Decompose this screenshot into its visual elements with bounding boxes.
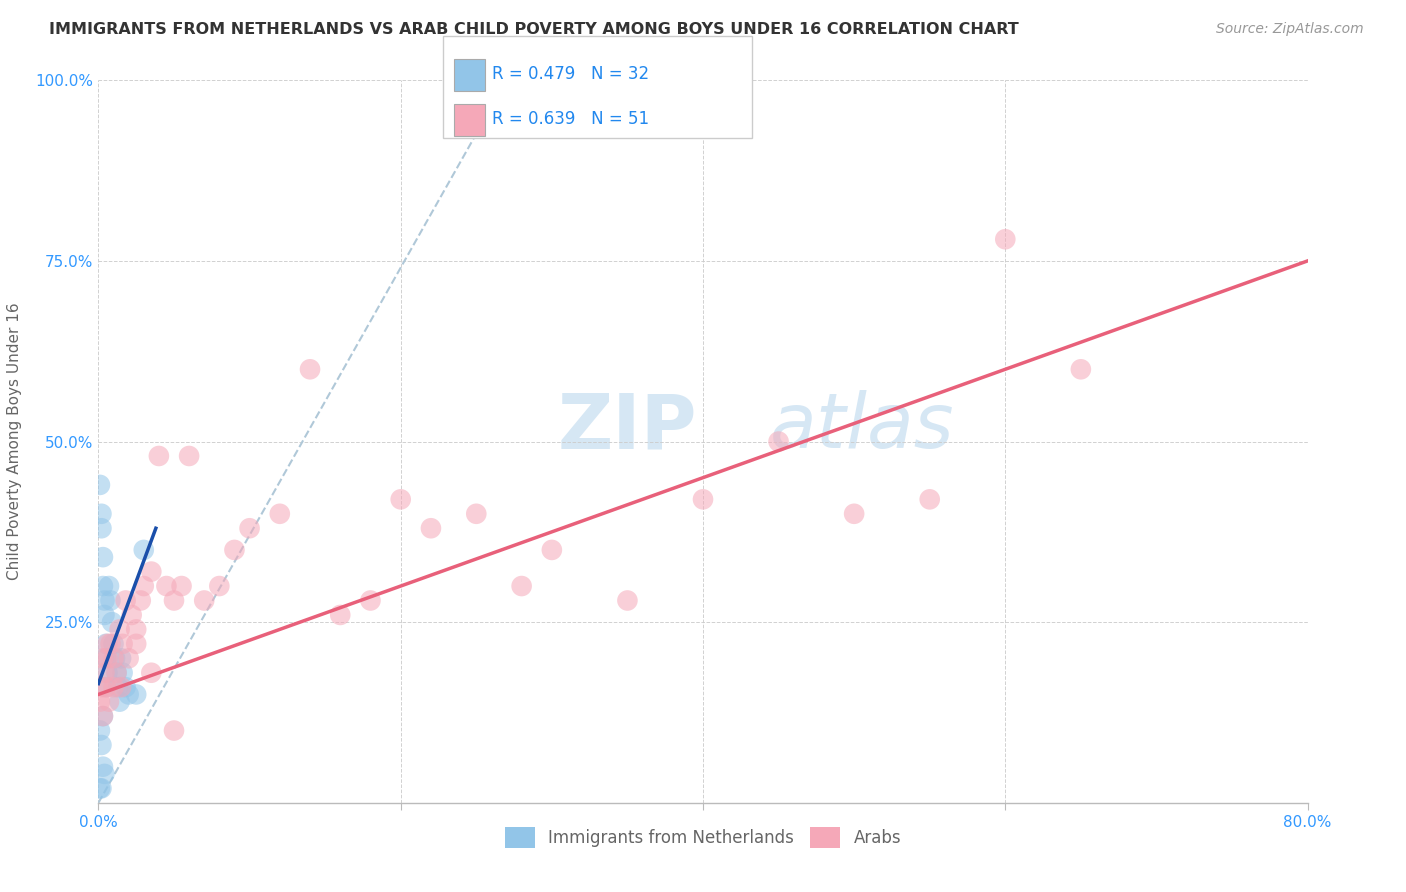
Point xyxy=(91,709,114,723)
Point xyxy=(90,680,112,694)
Point xyxy=(1070,362,1092,376)
Point xyxy=(844,507,866,521)
Point xyxy=(93,767,115,781)
Point xyxy=(114,680,136,694)
Point xyxy=(132,579,155,593)
Point xyxy=(163,723,186,738)
Point xyxy=(389,492,412,507)
Point xyxy=(94,680,117,694)
Point xyxy=(108,623,131,637)
Point xyxy=(111,637,134,651)
Legend: Immigrants from Netherlands, Arabs: Immigrants from Netherlands, Arabs xyxy=(496,819,910,856)
Point xyxy=(96,665,118,680)
Text: atlas: atlas xyxy=(769,390,955,464)
Point xyxy=(239,521,262,535)
Point xyxy=(360,593,382,607)
Point xyxy=(141,665,163,680)
Point xyxy=(269,507,291,521)
Point xyxy=(420,521,443,535)
Point xyxy=(100,593,122,607)
Text: ZIP: ZIP xyxy=(558,390,697,464)
Text: R = 0.479   N = 32: R = 0.479 N = 32 xyxy=(492,65,650,83)
Point xyxy=(96,651,118,665)
Point xyxy=(93,665,115,680)
Point xyxy=(91,709,114,723)
Point xyxy=(103,680,125,694)
Point xyxy=(110,680,132,694)
Point xyxy=(224,542,246,557)
Point xyxy=(616,593,638,607)
Point xyxy=(89,781,111,796)
Point xyxy=(121,607,143,622)
Point xyxy=(111,665,134,680)
Point xyxy=(91,651,114,665)
Point xyxy=(91,760,114,774)
Point xyxy=(100,637,122,651)
Point xyxy=(155,579,177,593)
Point xyxy=(89,695,111,709)
Point xyxy=(94,680,117,694)
Point xyxy=(96,637,118,651)
Point xyxy=(91,579,114,593)
Point xyxy=(91,550,114,565)
Point xyxy=(125,687,148,701)
Point xyxy=(114,593,136,607)
Point xyxy=(329,607,352,622)
Y-axis label: Child Poverty Among Boys Under 16: Child Poverty Among Boys Under 16 xyxy=(7,302,21,581)
Point xyxy=(918,492,941,507)
Text: Source: ZipAtlas.com: Source: ZipAtlas.com xyxy=(1216,22,1364,37)
Point xyxy=(103,651,125,665)
Point xyxy=(148,449,170,463)
Point xyxy=(94,637,117,651)
Point xyxy=(93,607,115,622)
Point xyxy=(299,362,322,376)
Point xyxy=(179,449,201,463)
Point xyxy=(132,542,155,557)
Point xyxy=(118,651,141,665)
Point xyxy=(89,723,111,738)
Point xyxy=(768,434,790,449)
Point xyxy=(141,565,163,579)
Point xyxy=(510,579,533,593)
Point xyxy=(208,579,231,593)
Point xyxy=(692,492,714,507)
Point xyxy=(994,232,1017,246)
Point xyxy=(90,507,112,521)
Point xyxy=(90,521,112,535)
Point xyxy=(163,593,186,607)
Point xyxy=(94,651,117,665)
Point xyxy=(90,738,112,752)
Point xyxy=(125,623,148,637)
Point xyxy=(129,593,152,607)
Point xyxy=(540,542,562,557)
Point xyxy=(118,687,141,701)
Text: R = 0.639   N = 51: R = 0.639 N = 51 xyxy=(492,110,650,128)
Point xyxy=(105,665,128,680)
Point xyxy=(110,651,132,665)
Point xyxy=(89,478,111,492)
Point xyxy=(98,579,121,593)
Point xyxy=(90,781,112,796)
Point xyxy=(465,507,488,521)
Point xyxy=(108,695,131,709)
Text: IMMIGRANTS FROM NETHERLANDS VS ARAB CHILD POVERTY AMONG BOYS UNDER 16 CORRELATIO: IMMIGRANTS FROM NETHERLANDS VS ARAB CHIL… xyxy=(49,22,1019,37)
Point xyxy=(101,615,124,630)
Point xyxy=(104,651,127,665)
Point xyxy=(105,665,128,680)
Point xyxy=(103,637,125,651)
Point xyxy=(125,637,148,651)
Point xyxy=(93,593,115,607)
Point xyxy=(107,680,129,694)
Point xyxy=(98,695,121,709)
Point xyxy=(170,579,193,593)
Point xyxy=(193,593,215,607)
